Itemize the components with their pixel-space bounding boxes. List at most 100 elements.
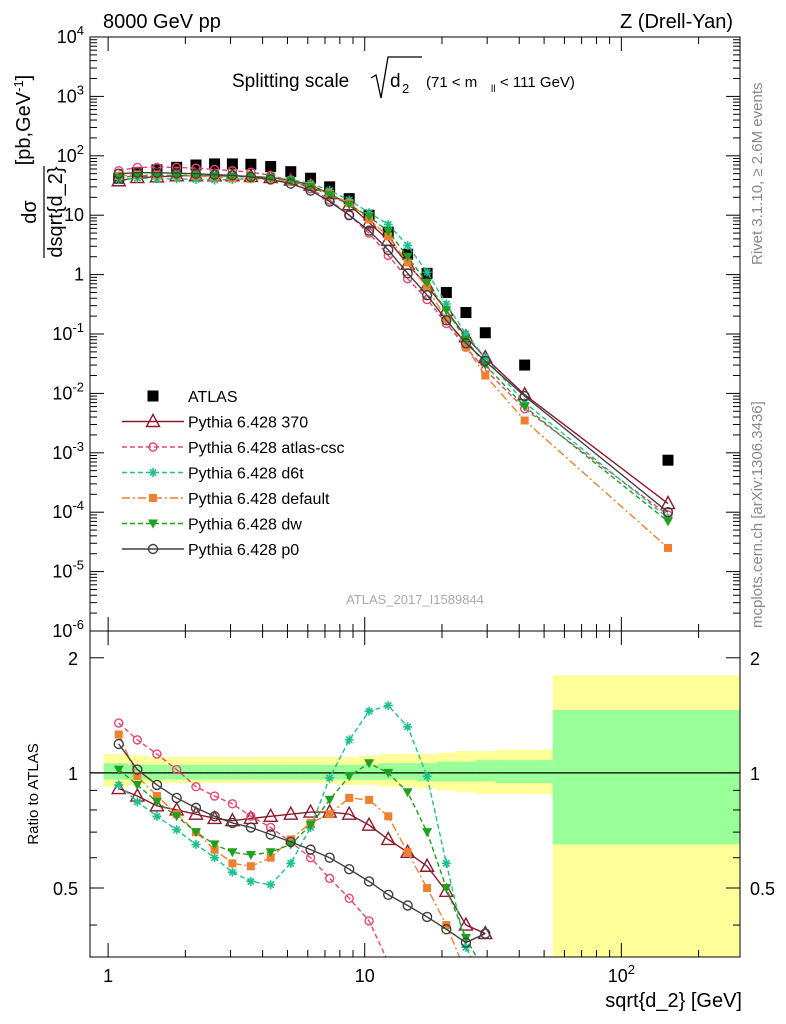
main-y-axis-label: dσ dsqrt{d_2} [pb,GeV-1] [11,75,67,258]
ratio-series-line [118,762,478,957]
y-tick-label: 102 [57,142,84,166]
ratio-data-point [265,829,276,840]
ratio-data-point [345,793,354,802]
ratio-data-point [191,782,201,792]
ratio-data-point [364,759,375,769]
rivet-version-label: Rivet 3.1.10, ≥ 2.6M events [749,83,766,266]
data-point [402,252,413,262]
ratio-y-tick-label: 1 [68,764,78,784]
ratio-data-point [344,735,354,745]
ratio-data-point [114,730,123,739]
data-point [171,167,182,179]
inner-band-segment [205,764,225,780]
legend-label: ATLAS [188,389,238,406]
ratio-data-point [403,722,413,732]
legend-item: Pythia 6.428 d6t [122,466,304,483]
ratio-data-point [441,924,452,935]
ratio-data-point [246,876,256,886]
header-left-text: 8000 GeV pp [103,11,221,33]
x-tick-label: 102 [608,962,635,986]
main-panel: 10-6 10-5 10-4 10-3 10-2 10-1 1 10 102 103 104 Spl… [52,23,741,641]
inner-band-segment [552,710,740,845]
legend-label: Pythia 6.428 default [188,491,330,508]
inner-band-segment [359,764,379,780]
ratio-data-point [190,828,201,838]
ratio-data-point [152,792,161,801]
data-point [344,200,355,210]
ratio-data-point [365,795,374,804]
ratio-data-point [481,980,490,989]
ratio-data-point [132,780,143,790]
ratio-data-point [305,844,316,855]
data-point [403,240,413,250]
ratio-data-point [402,900,413,911]
ratio-data-point [188,805,204,820]
data-point [113,168,124,179]
data-point [421,289,433,301]
data-point [151,171,162,181]
inner-band-segment [242,764,262,780]
atlas-data-point [190,159,202,171]
ratio-data-point [480,928,491,939]
inner-band-segment [398,763,418,780]
y-label-unit-sup: -1 [11,80,26,92]
ratio-data-point [442,1006,450,1014]
ratio-data-point [383,889,394,900]
data-point [305,182,316,192]
ratio-data-point [245,850,256,860]
y-tick-label: 10-1 [52,320,84,344]
inner-band-segment [456,761,476,782]
ratio-data-point [265,848,276,858]
data-point [460,335,471,345]
ratio-data-point [344,863,355,875]
legend-marker [145,413,161,428]
legend-marker [147,543,159,555]
ratio-data-point [441,858,451,868]
ratio-series-pythia-6-428-dw [113,759,478,957]
ratio-data-point [364,706,374,716]
analysis-watermark: ATLAS_2017_I1589844 [346,592,484,607]
ratio-data-point [227,848,238,858]
series-line [118,171,669,513]
data-point [519,402,530,412]
data-point [422,267,432,277]
ratio-data-point [404,980,412,988]
legend-item: Pythia 6.428 dw [122,517,302,534]
legend-label: Pythia 6.428 370 [188,415,308,432]
inner-band-segment [280,764,301,780]
data-point [132,171,143,181]
data-point [245,171,257,183]
ratio-panel-series [111,701,493,1014]
data-point [519,390,530,402]
data-point [441,306,452,316]
data-point [520,416,529,425]
ratio-data-point [132,764,143,775]
data-point [460,338,472,349]
main-title-range-suffix: < 111 GeV) [500,74,575,91]
inner-band-segment [300,764,321,780]
ratio-data-point [114,780,124,790]
main-title-range-sub: ll [491,84,495,95]
data-point [285,178,296,189]
atlas-data-point [519,359,531,371]
ratio-data-point [172,825,182,835]
ratio-y-tick-label-right: 1 [750,764,760,784]
atlas-data-point [662,454,674,466]
x-tick-label: 1 [103,966,113,986]
main-title-range-prefix: (71 < m [426,74,477,91]
y-label-unit-end: ] [13,75,35,81]
ratio-panel-ticks [90,631,740,957]
ratio-data-point [114,718,124,728]
legend-marker [148,519,158,529]
data-point [324,190,335,200]
data-point [481,371,490,380]
ratio-data-point [190,802,202,814]
atlas-data-point [460,307,472,319]
legend-label: Pythia 6.428 p0 [188,542,299,559]
data-point [383,219,393,229]
inner-band-segment [147,764,168,780]
ratio-data-point [210,853,220,863]
ratio-data-point [133,772,142,781]
ratio-data-point [403,848,412,857]
atlas-data-point [245,158,257,170]
